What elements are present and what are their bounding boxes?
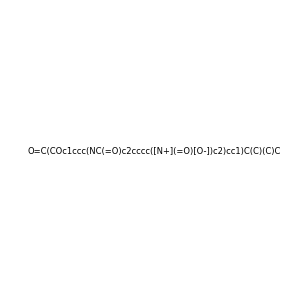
- Text: O=C(COc1ccc(NC(=O)c2cccc([N+](=O)[O-])c2)cc1)C(C)(C)C: O=C(COc1ccc(NC(=O)c2cccc([N+](=O)[O-])c2…: [27, 147, 280, 156]
